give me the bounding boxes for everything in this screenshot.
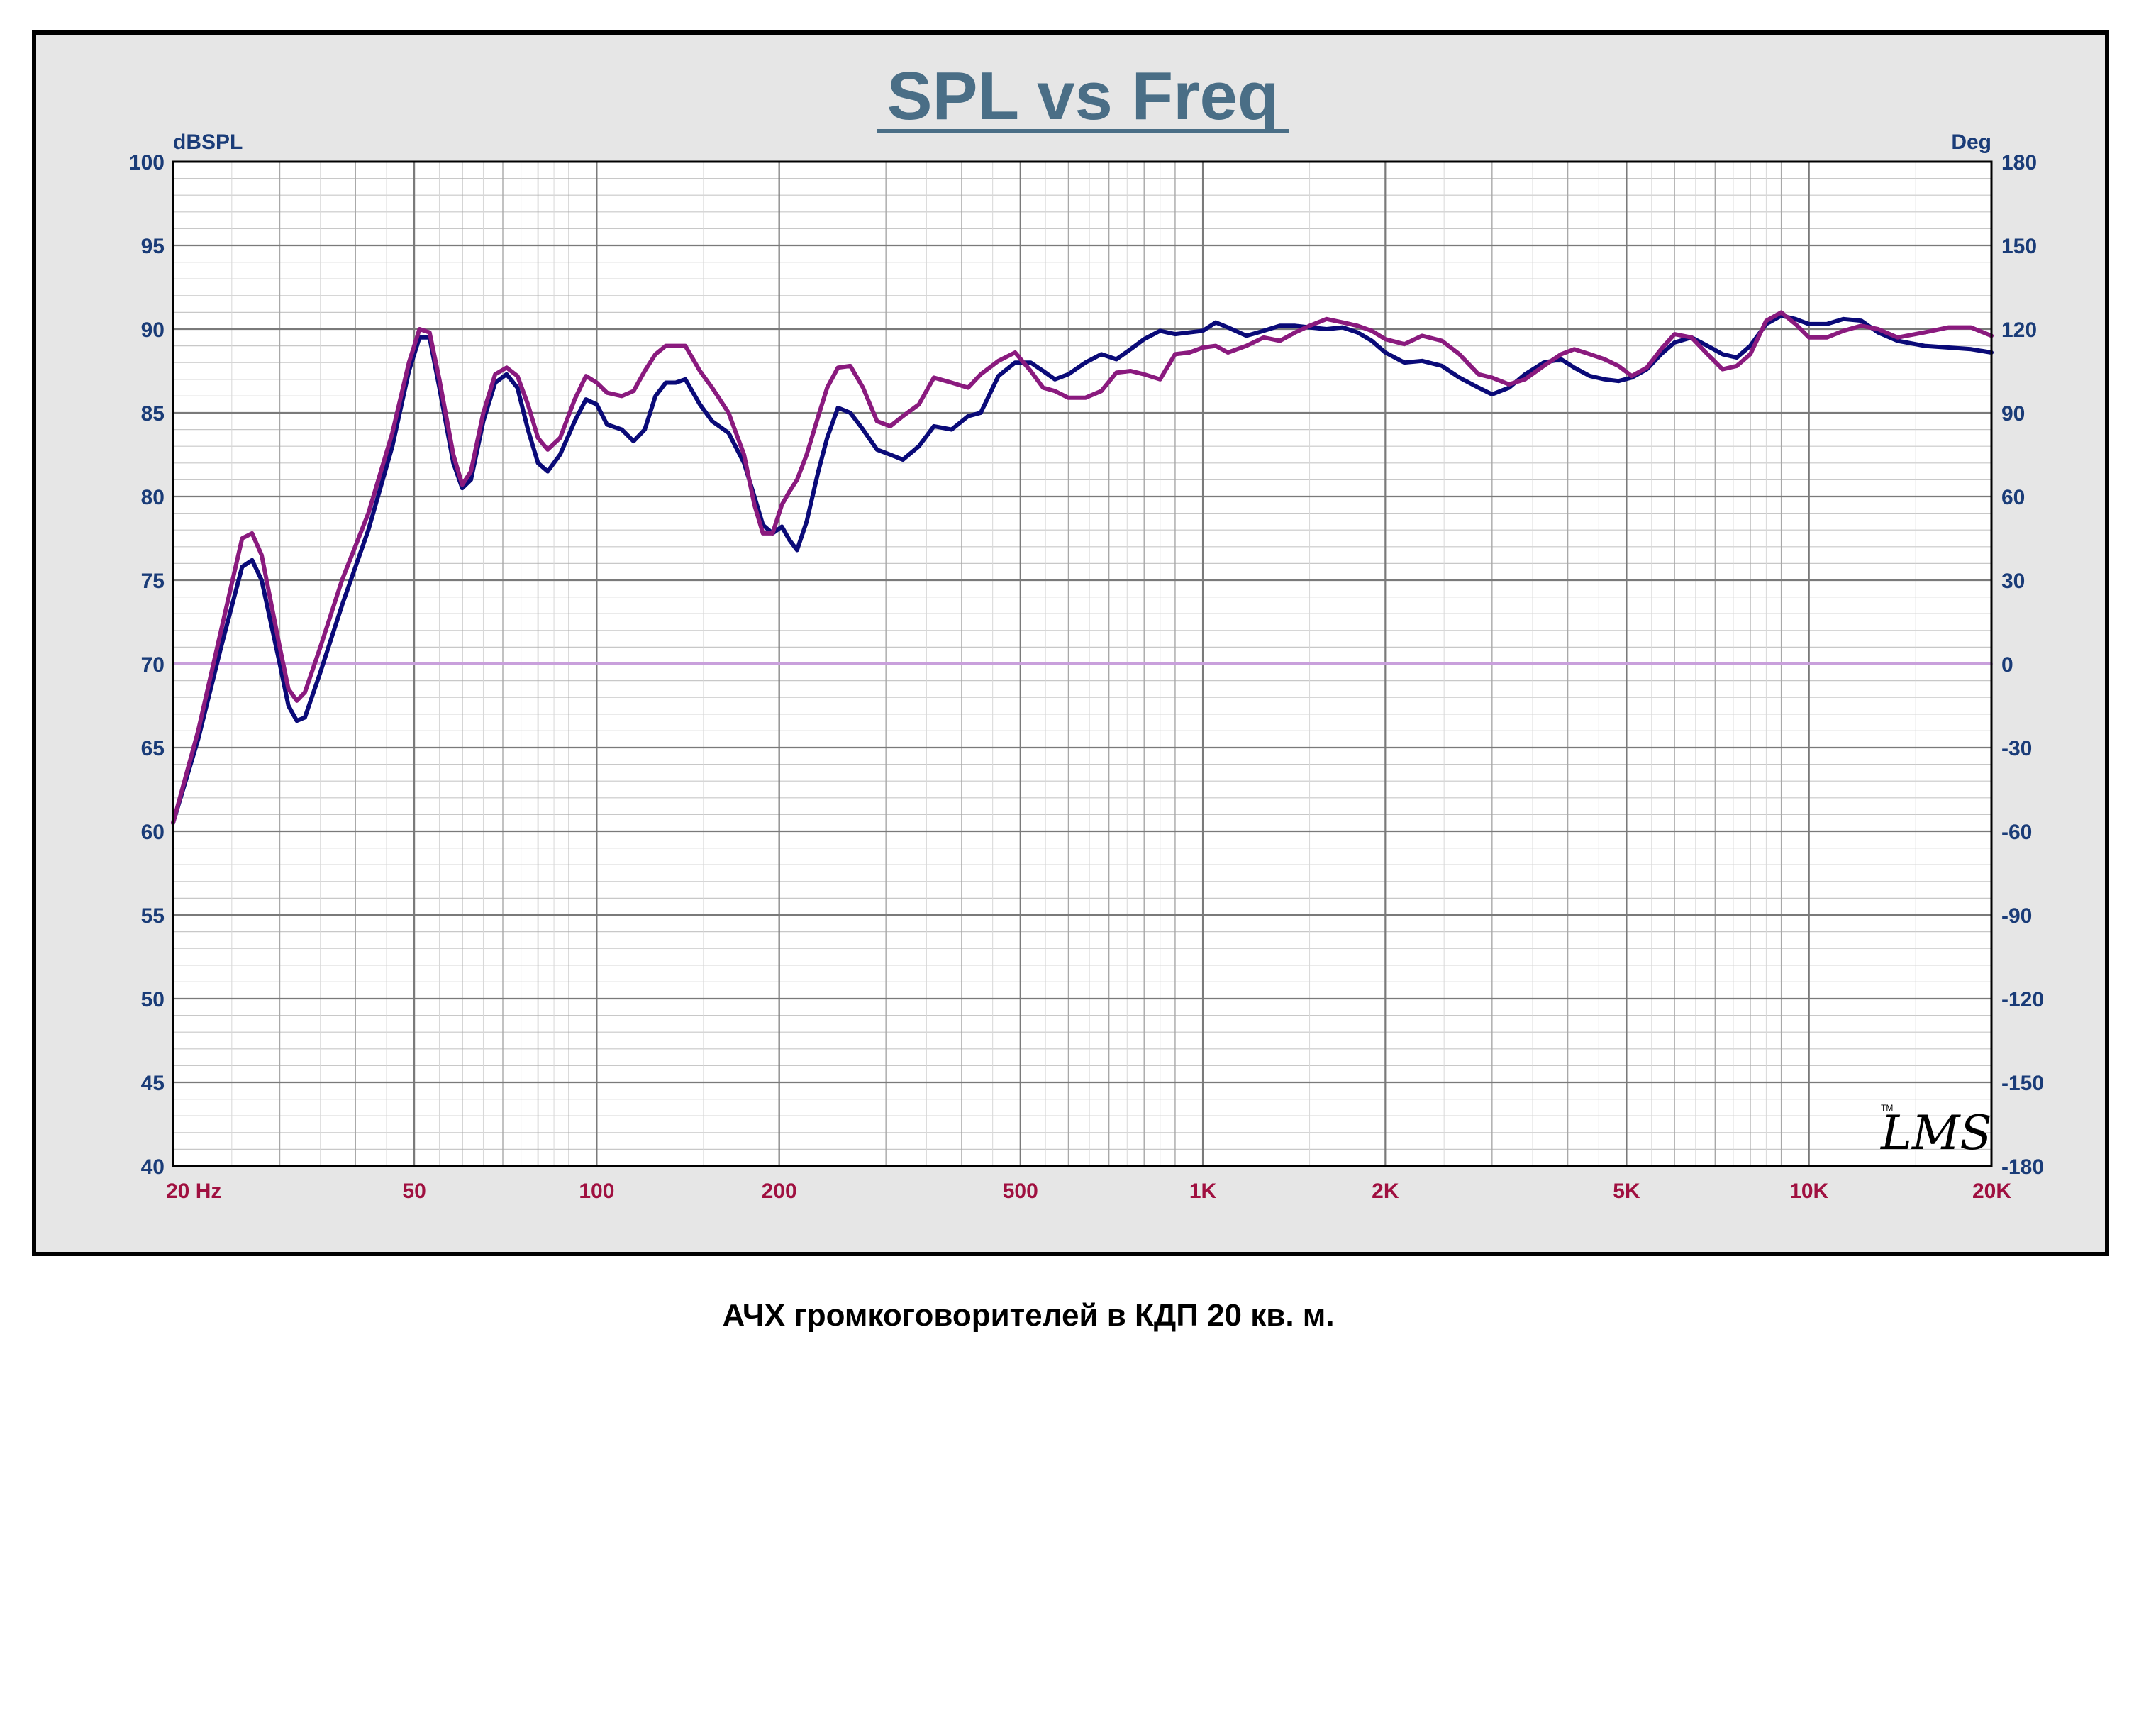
right-axis-unit: Deg: [1951, 131, 1991, 154]
x-tick-label: 5K: [1613, 1180, 1640, 1203]
y2-axis-ticks: -180 -150 -120 -90 -60 -30 0 30 60 90 120 150 180: [2001, 151, 2044, 1179]
y-tick-label: 50: [141, 988, 165, 1011]
y-tick-label: 55: [141, 904, 165, 928]
y2-tick-label: -60: [2001, 821, 2032, 844]
y2-tick-label: 120: [2001, 318, 2037, 342]
x-tick-label: 100: [579, 1180, 614, 1203]
y-axis-ticks: 40 45 50 55 60 65 70 75 80 85 90 95 100: [129, 151, 165, 1179]
y2-tick-label: -120: [2001, 988, 2044, 1011]
y-tick-label: 45: [141, 1072, 165, 1095]
y-tick-label: 75: [141, 570, 165, 593]
y-tick-label: 65: [141, 737, 165, 760]
y2-tick-label: -180: [2001, 1155, 2044, 1179]
x-tick-label: 50: [402, 1180, 426, 1203]
chart-title: SPL vs Freq: [887, 58, 1279, 134]
y-tick-label: 40: [141, 1155, 165, 1179]
plot-border: [172, 160, 1993, 1167]
y2-tick-label: 90: [2001, 402, 2025, 426]
x-tick-label: 10K: [1789, 1180, 1828, 1203]
y2-tick-label: -30: [2001, 737, 2032, 760]
y2-tick-label: 0: [2001, 653, 2013, 677]
x-tick-label: 20 Hz: [166, 1180, 221, 1203]
y-tick-label: 95: [141, 235, 165, 258]
y2-tick-label: 30: [2001, 570, 2025, 593]
x-tick-label: 2K: [1372, 1180, 1399, 1203]
figure-caption: АЧХ громкоговорителей в КДП 20 кв. м.: [722, 1298, 1335, 1333]
y-tick-label: 80: [141, 486, 165, 509]
y-tick-label: 100: [129, 151, 165, 174]
lms-logo: LMS TM: [1880, 1103, 1992, 1160]
series-layer: [171, 310, 1994, 826]
y2-tick-label: 150: [2001, 235, 2037, 258]
y-tick-label: 90: [141, 318, 165, 342]
y-tick-label: 85: [141, 402, 165, 426]
y2-tick-label: 180: [2001, 151, 2037, 174]
x-tick-label: 500: [1003, 1180, 1038, 1203]
x-axis-ticks: 20 Hz 50 100 200 500 1K 2K 5K 10K 20K: [166, 1180, 2011, 1203]
spl-series-line: [171, 310, 1994, 826]
y-tick-label: 70: [141, 653, 165, 677]
x-tick-label: 20K: [1972, 1180, 2011, 1203]
y-tick-label: 60: [141, 821, 165, 844]
left-axis-unit: dBSPL: [173, 131, 243, 154]
x-tick-label: 1K: [1189, 1180, 1217, 1203]
lms-logo-tm: TM: [1881, 1103, 1893, 1113]
y2-tick-label: -90: [2001, 904, 2032, 928]
y2-tick-label: -150: [2001, 1072, 2044, 1095]
x-tick-label: 200: [762, 1180, 797, 1203]
y2-tick-label: 60: [2001, 486, 2025, 509]
lms-logo-text: LMS: [1880, 1106, 1992, 1160]
